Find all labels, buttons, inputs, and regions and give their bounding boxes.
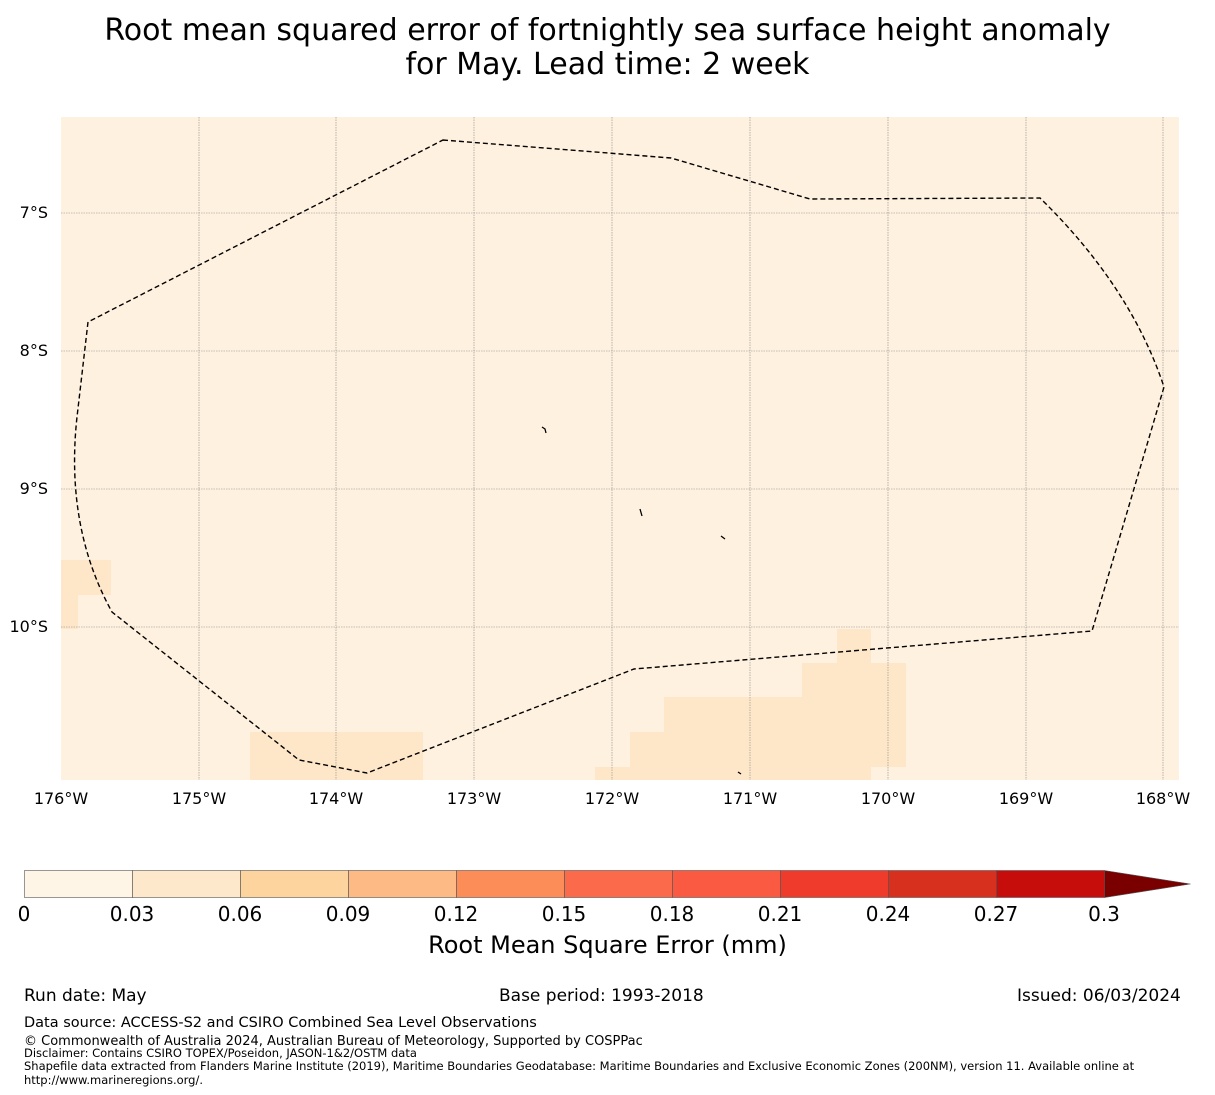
colorbar-segment bbox=[348, 870, 457, 898]
rmse-patch bbox=[250, 732, 423, 780]
colorbar-segment bbox=[888, 870, 997, 898]
title-line-1: Root mean squared error of fortnightly s… bbox=[104, 13, 1111, 48]
copyright: © Commonwealth of Australia 2024, Austra… bbox=[24, 1034, 643, 1049]
issued-date: Issued: 06/03/2024 bbox=[1017, 986, 1181, 1006]
rmse-patch bbox=[630, 732, 665, 780]
lon-label-174w: 174°W bbox=[308, 789, 364, 808]
colorbar-tick-label: 0.27 bbox=[973, 902, 1019, 926]
gridlines bbox=[61, 117, 1179, 780]
colorbar-tick-label: 0.09 bbox=[325, 902, 371, 926]
islands bbox=[541, 426, 742, 775]
colorbar-label: Root Mean Square Error (mm) bbox=[428, 931, 787, 959]
island bbox=[541, 426, 547, 434]
rmse-patch bbox=[61, 595, 78, 629]
colorbar-tick-label: 0.21 bbox=[757, 902, 803, 926]
eez-boundary bbox=[73, 139, 1165, 774]
lat-label-8s: 8°S bbox=[19, 341, 48, 360]
colorbar-extend-arrow bbox=[1104, 870, 1191, 898]
island bbox=[737, 771, 742, 775]
lon-label-171w: 171°W bbox=[722, 789, 778, 808]
island bbox=[720, 535, 726, 540]
colorbar-tick-label: 0.24 bbox=[865, 902, 911, 926]
lon-label-168w: 168°W bbox=[1135, 789, 1191, 808]
disclaimer: Disclaimer: Contains CSIRO TOPEX/Poseido… bbox=[24, 1046, 417, 1060]
map-panel bbox=[61, 117, 1179, 780]
shapefile-credit: Shapefile data extracted from Flanders M… bbox=[24, 1059, 1135, 1087]
chart-title: Root mean squared error of fortnightly s… bbox=[0, 14, 1215, 82]
title-line-2: for May. Lead time: 2 week bbox=[405, 47, 810, 82]
map-canvas bbox=[61, 117, 1179, 780]
rmse-patch bbox=[595, 767, 630, 780]
colorbar-tick-label: 0.18 bbox=[649, 902, 695, 926]
colorbar-segment bbox=[456, 870, 565, 898]
lon-label-172w: 172°W bbox=[584, 789, 640, 808]
colorbar-tick-label: 0.03 bbox=[109, 902, 155, 926]
rmse-patch bbox=[664, 767, 871, 780]
base-period: Base period: 1993-2018 bbox=[499, 986, 704, 1006]
rmse-patch bbox=[802, 663, 906, 767]
colorbar-segment bbox=[564, 870, 673, 898]
rmse-patch bbox=[61, 560, 111, 595]
colorbar-segment bbox=[240, 870, 349, 898]
colorbar-tick-label: 0.3 bbox=[1088, 902, 1120, 926]
lon-label-175w: 175°W bbox=[171, 789, 227, 808]
rmse-patches bbox=[61, 560, 906, 780]
lon-label-169w: 169°W bbox=[998, 789, 1054, 808]
colorbar bbox=[24, 870, 1191, 898]
run-date: Run date: May bbox=[24, 986, 147, 1006]
colorbar-segment bbox=[996, 870, 1105, 898]
colorbar-tick-label: 0.06 bbox=[217, 902, 263, 926]
colorbar-segment bbox=[132, 870, 241, 898]
lon-label-176w: 176°W bbox=[33, 789, 89, 808]
colorbar-segment bbox=[780, 870, 889, 898]
colorbar-tick-label: 0.15 bbox=[541, 902, 587, 926]
colorbar-tick-label: 0 bbox=[17, 902, 31, 926]
lon-label-170w: 170°W bbox=[860, 789, 916, 808]
lat-label-7s: 7°S bbox=[19, 203, 48, 222]
rmse-patch bbox=[837, 629, 871, 663]
colorbar-tick-label: 0.12 bbox=[433, 902, 479, 926]
island bbox=[639, 508, 643, 517]
lon-label-173w: 173°W bbox=[446, 789, 502, 808]
data-source: Data source: ACCESS-S2 and CSIRO Combine… bbox=[24, 1015, 537, 1031]
colorbar-segment bbox=[24, 870, 133, 898]
colorbar-segment bbox=[672, 870, 781, 898]
lat-label-10s: 10°S bbox=[9, 617, 48, 636]
lat-label-9s: 9°S bbox=[19, 479, 48, 498]
